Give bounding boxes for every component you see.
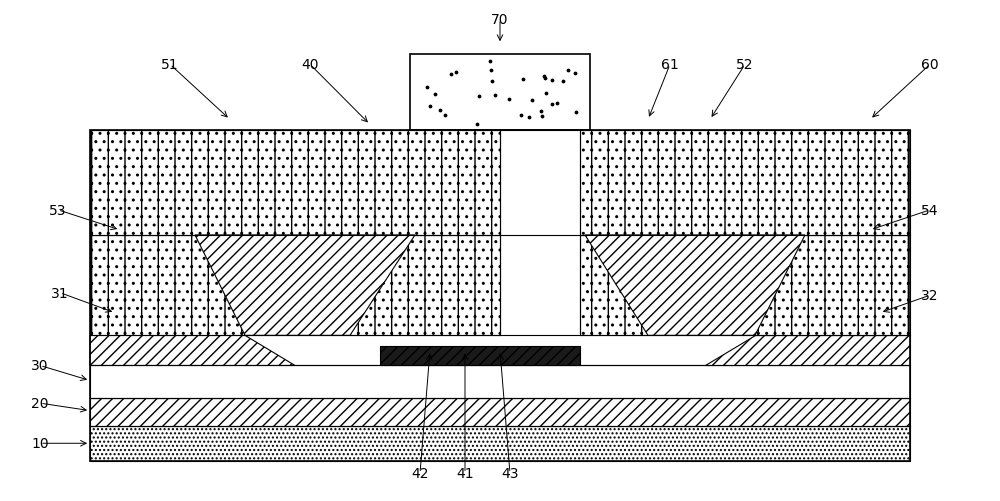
Point — [533, 108, 549, 116]
Bar — [410, 55, 590, 130]
Point — [549, 100, 565, 108]
Polygon shape — [195, 235, 415, 336]
Text: 53: 53 — [49, 203, 67, 217]
Bar — [380, 346, 580, 366]
Point — [419, 84, 435, 92]
Point — [515, 76, 531, 84]
Point — [555, 78, 571, 86]
Bar — [90, 235, 500, 336]
Point — [437, 112, 453, 120]
Text: 52: 52 — [736, 58, 754, 72]
Text: 31: 31 — [51, 286, 69, 300]
Point — [544, 77, 560, 85]
Text: 60: 60 — [921, 58, 939, 72]
Point — [432, 107, 448, 115]
Point — [469, 121, 485, 129]
Point — [422, 103, 438, 111]
Text: 40: 40 — [301, 58, 319, 72]
Bar — [90, 366, 910, 398]
Bar — [90, 398, 910, 426]
Text: 10: 10 — [31, 436, 49, 450]
Text: 54: 54 — [921, 203, 939, 217]
Text: 30: 30 — [31, 359, 49, 373]
Polygon shape — [585, 235, 805, 336]
Point — [538, 90, 554, 98]
Point — [536, 73, 552, 81]
Point — [568, 109, 584, 117]
Bar — [580, 130, 910, 235]
Text: 41: 41 — [456, 466, 474, 480]
Text: 42: 42 — [411, 466, 429, 480]
Point — [521, 114, 537, 122]
Text: 20: 20 — [31, 396, 49, 410]
Point — [524, 97, 540, 105]
Text: 43: 43 — [501, 466, 519, 480]
Bar — [90, 426, 910, 461]
Polygon shape — [90, 336, 295, 366]
Point — [482, 58, 498, 66]
Point — [513, 112, 529, 120]
Text: 70: 70 — [491, 13, 509, 27]
Point — [560, 67, 576, 75]
Point — [567, 70, 583, 78]
Point — [443, 71, 459, 79]
Text: 51: 51 — [161, 58, 179, 72]
Bar — [90, 130, 500, 235]
Point — [537, 75, 553, 83]
Point — [534, 113, 550, 121]
Point — [427, 91, 443, 99]
Point — [501, 96, 517, 104]
Point — [483, 67, 499, 75]
Point — [484, 78, 500, 86]
Text: 32: 32 — [921, 289, 939, 303]
Point — [544, 101, 560, 109]
Bar — [580, 235, 910, 336]
Point — [448, 69, 464, 77]
Text: 61: 61 — [661, 58, 679, 72]
Point — [487, 91, 503, 99]
Polygon shape — [705, 336, 910, 366]
Bar — [90, 130, 910, 461]
Point — [471, 93, 487, 101]
